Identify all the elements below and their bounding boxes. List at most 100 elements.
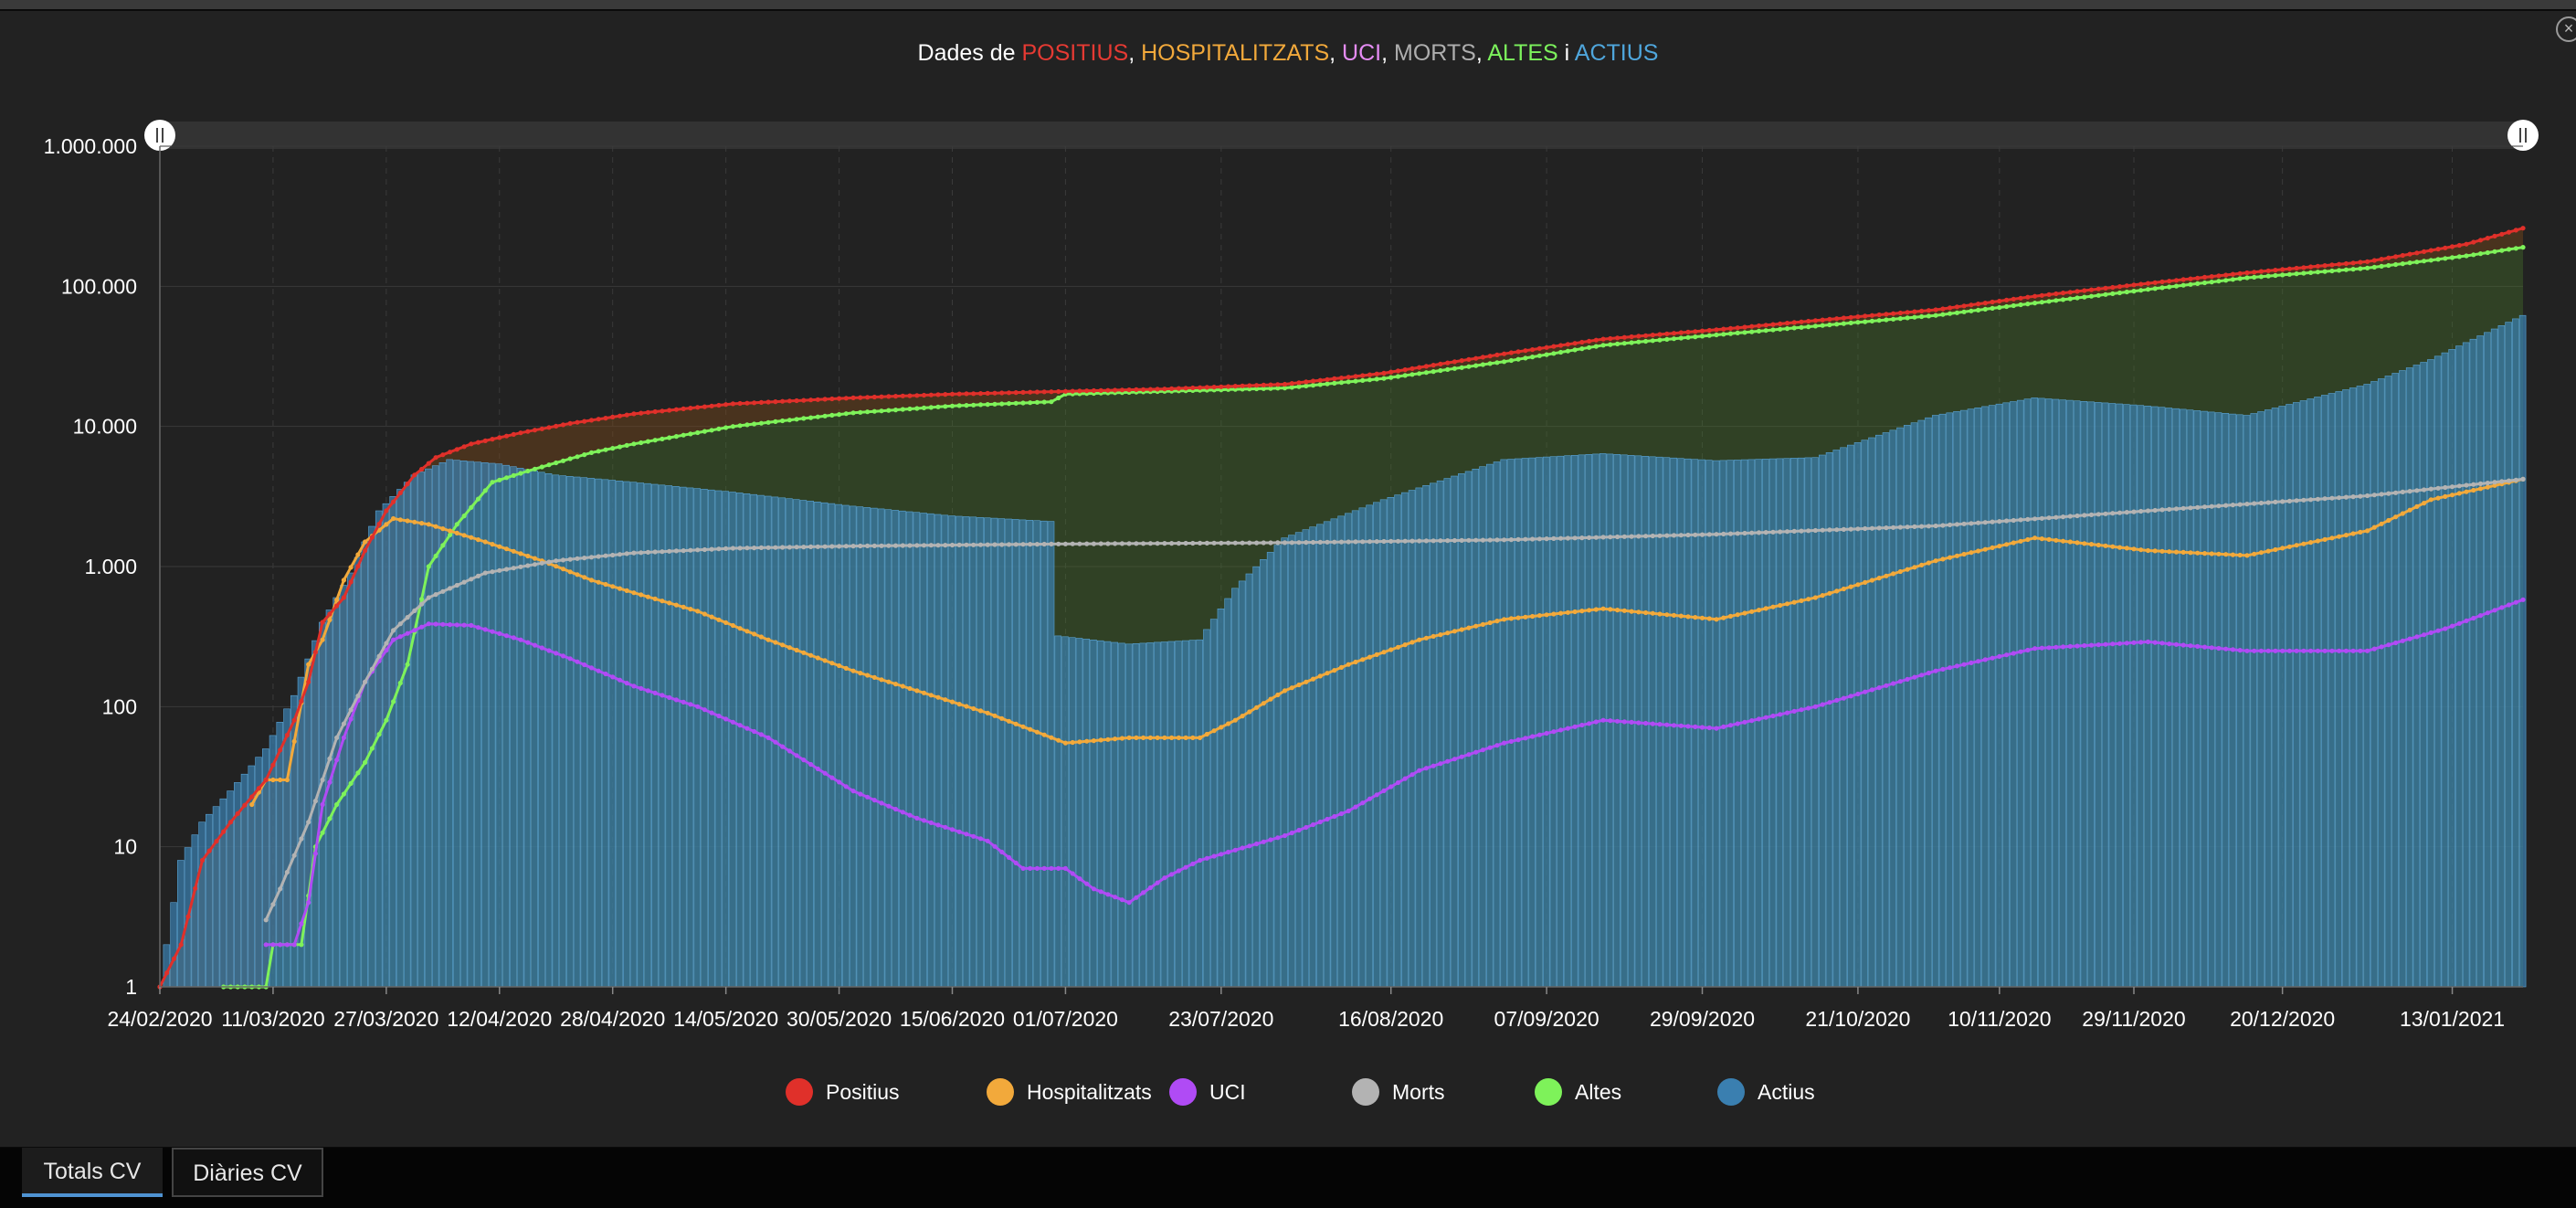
series-morts: [263, 476, 2526, 923]
uci-point: [2011, 651, 2016, 656]
altes-point: [1367, 377, 1373, 383]
legend-item-morts[interactable]: Morts: [1352, 1078, 1445, 1106]
positius-point: [801, 397, 807, 403]
altes-point: [2088, 293, 2095, 299]
actius-bar: [1146, 642, 1154, 988]
positius-point: [263, 777, 269, 783]
hospitalitzats-point: [2124, 546, 2129, 551]
positius-point: [1806, 318, 1811, 324]
morts-point: [1671, 533, 1677, 538]
actius-bar: [2044, 398, 2053, 988]
hospitalitzats-point: [1551, 611, 1557, 617]
altes-point: [2294, 271, 2299, 277]
actius-bar: [1443, 478, 1452, 988]
actius-bar: [637, 482, 645, 988]
positius-point: [193, 885, 198, 891]
x-tick-label: 10/11/2020: [1948, 1007, 2051, 1031]
morts-point: [1727, 531, 1734, 536]
hospitalitzats-point: [475, 537, 481, 543]
altes-point: [539, 464, 544, 470]
hospitalitzats-point: [2223, 552, 2229, 557]
uci-point: [1791, 708, 1797, 715]
altes-point: [688, 431, 693, 437]
actius-bar: [1925, 417, 1932, 988]
series-positius: [157, 226, 2526, 990]
hospitalitzats-point: [2365, 528, 2370, 534]
uci-point: [886, 803, 892, 809]
hospitalitzats-point: [1905, 567, 1910, 572]
uci-point: [1551, 729, 1557, 735]
legend-item-positius[interactable]: Positius: [786, 1078, 900, 1106]
hospitalitzats-point: [1735, 612, 1740, 618]
positius-point: [1841, 315, 1846, 321]
actius-bar: [1953, 411, 1960, 988]
actius-bar: [743, 493, 751, 988]
actius-bar: [1260, 558, 1267, 988]
morts-point: [1113, 541, 1118, 546]
altes-point: [2011, 302, 2016, 309]
positius-point: [907, 393, 913, 398]
positius-point: [2223, 272, 2229, 278]
legend-item-hospitalitzats[interactable]: Hospitalitzats: [987, 1078, 1152, 1106]
morts-point: [2195, 504, 2201, 510]
hospitalitzats-point: [348, 565, 354, 570]
morts-point: [2499, 479, 2505, 484]
uci-point: [2110, 641, 2116, 647]
tab-totals-cv[interactable]: Totals CV: [22, 1148, 163, 1197]
positius-point: [221, 829, 227, 834]
actius-bar: [2059, 399, 2066, 988]
actius-bar: [2377, 378, 2385, 988]
hospitalitzats-point: [1105, 736, 1111, 742]
altes-point: [1699, 334, 1705, 339]
positius-point: [1070, 388, 1075, 394]
actius-bar: [2016, 399, 2024, 988]
actius-bar: [2328, 393, 2336, 988]
positius-point: [1091, 387, 1096, 394]
uci-point: [1536, 732, 1542, 737]
close-button[interactable]: ×: [2556, 16, 2576, 42]
altes-point: [1863, 319, 1868, 324]
positius-point: [178, 942, 184, 948]
morts-point: [1098, 541, 1103, 546]
uci-point: [1572, 724, 1578, 729]
actius-bar: [502, 464, 510, 988]
morts-point: [1629, 534, 1634, 539]
actius-bar: [2038, 397, 2045, 988]
morts-point: [2209, 503, 2214, 509]
morts-point: [2230, 503, 2235, 508]
uci-point: [1940, 666, 1946, 673]
positius-point: [1982, 301, 1988, 306]
range-handle-right[interactable]: [2507, 120, 2539, 151]
hospitalitzats-point: [1423, 635, 1429, 641]
morts-point: [2322, 496, 2328, 502]
actius-bar: [552, 474, 560, 988]
uci-point: [2124, 641, 2129, 646]
legend-item-altes[interactable]: Altes: [1535, 1078, 1621, 1106]
hospitalitzats-point: [2201, 551, 2208, 556]
positius-point: [1593, 337, 1599, 343]
uci-point: [2499, 605, 2505, 610]
legend-item-uci[interactable]: UCI: [1169, 1078, 1246, 1106]
uci-point: [1933, 668, 1938, 673]
uci-point: [1062, 865, 1068, 872]
altes-point: [1515, 356, 1521, 362]
actius-bar: [544, 472, 553, 988]
hospitalitzats-point: [1360, 657, 1366, 662]
hospitalitzats-point: [1763, 606, 1768, 611]
positius-point: [843, 396, 849, 401]
positius-point: [1940, 306, 1946, 312]
morts-point: [2477, 481, 2484, 487]
range-handle-left[interactable]: [144, 120, 175, 151]
positius-point: [518, 430, 523, 436]
actius-bar: [1479, 466, 1486, 988]
altes-point: [503, 475, 510, 481]
uci-point: [1763, 715, 1768, 720]
altes-point: [928, 405, 934, 410]
hospitalitzats-point: [1515, 615, 1521, 620]
positius-point: [2365, 259, 2370, 264]
morts-point: [1028, 542, 1033, 547]
actius-bar: [1012, 519, 1019, 988]
tab-diaries-cv[interactable]: Diàries CV: [172, 1148, 323, 1197]
hospitalitzats-point: [2096, 542, 2101, 548]
legend-item-actius[interactable]: Actius: [1717, 1078, 1815, 1106]
